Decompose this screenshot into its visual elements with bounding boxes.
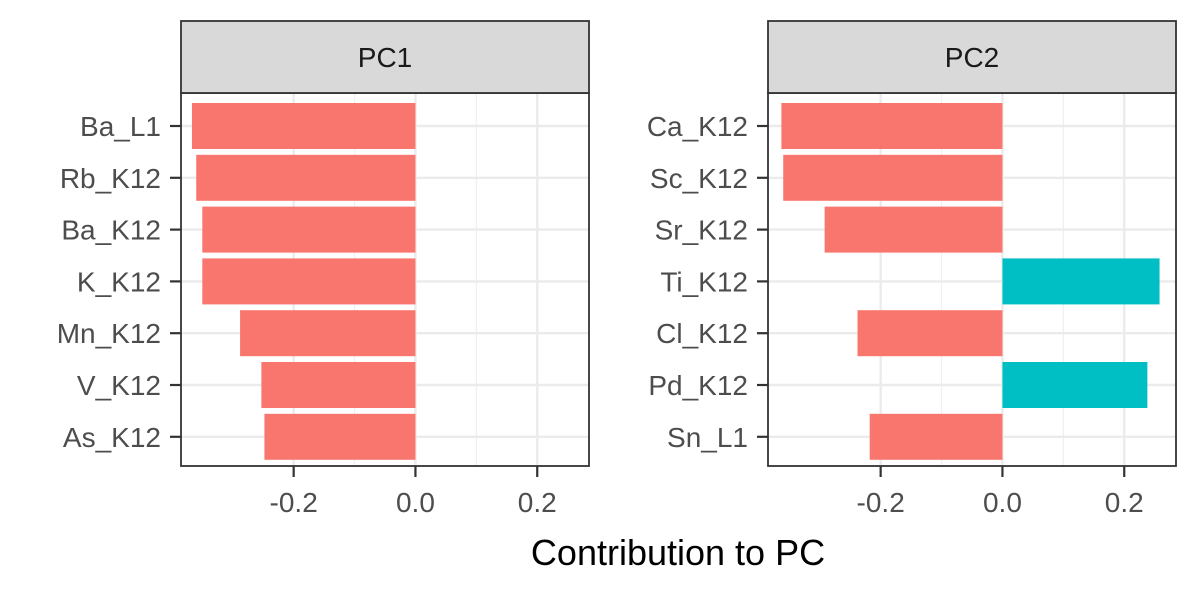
facet-panels: PC1 Ba_L1 Rb_K12 Ba_K12 K_K12 Mn_K12 V_K12 As_K…	[57, 20, 1177, 518]
bar-Sc_K12	[783, 154, 1003, 201]
y-tick-label: Pd_K12	[648, 370, 748, 401]
y-tick-label: Sn_L1	[667, 422, 748, 453]
bar-Cl_K12	[857, 310, 1003, 357]
y-tick-label: Sc_K12	[650, 163, 748, 194]
y-tick-label: Cl_K12	[656, 318, 748, 349]
y-tick-label: K_K12	[77, 266, 161, 297]
y-tick-label: Sr_K12	[655, 215, 748, 246]
bar-Mn_K12	[240, 310, 416, 357]
x-tick-label: -0.2	[857, 487, 905, 518]
bar-Ba_K12	[202, 206, 416, 253]
y-tick-label: Ca_K12	[647, 111, 748, 142]
bar-Sr_K12	[824, 206, 1003, 253]
x-tick-label: -0.2	[270, 487, 318, 518]
y-tick-label: As_K12	[63, 422, 161, 453]
bar-K_K12	[202, 258, 416, 305]
y-tick-label: Rb_K12	[60, 163, 161, 194]
y-tick-label: Ti_K12	[660, 266, 748, 297]
bar-Pd_K12	[1002, 362, 1148, 408]
y-tick-label: V_K12	[77, 370, 161, 401]
y-tick-label: Mn_K12	[57, 318, 161, 349]
x-tick-label: 0.2	[1105, 487, 1144, 518]
y-tick-label: Ba_K12	[61, 215, 161, 246]
y-tick-label: Ba_L1	[80, 111, 161, 142]
bar-Sn_L1	[869, 413, 1003, 460]
facet-panel-1: PC2 Ca_K12 Sc_K12 Sr_K12 Ti_K12 Cl_K12 Pd_K12 S…	[647, 20, 1177, 518]
facet-strip-label: PC2	[945, 42, 999, 73]
bar-Ti_K12	[1002, 258, 1160, 305]
x-axis-title: Contribution to PC	[531, 532, 825, 573]
bar-Ca_K12	[781, 103, 1003, 149]
facet-strip	[180, 20, 590, 94]
bar-Rb_K12	[196, 154, 416, 201]
x-tick-label: 0.0	[396, 487, 435, 518]
x-tick-label: 0.2	[518, 487, 557, 518]
bar-As_K12	[264, 413, 416, 460]
bar-V_K12	[261, 362, 416, 408]
bar-Ba_L1	[191, 103, 416, 149]
x-tick-label: 0.0	[983, 487, 1022, 518]
facet-strip	[767, 20, 1177, 94]
facet-strip-label: PC1	[358, 42, 412, 73]
facet-panel-0: PC1 Ba_L1 Rb_K12 Ba_K12 K_K12 Mn_K12 V_K12 As_K…	[57, 20, 590, 518]
